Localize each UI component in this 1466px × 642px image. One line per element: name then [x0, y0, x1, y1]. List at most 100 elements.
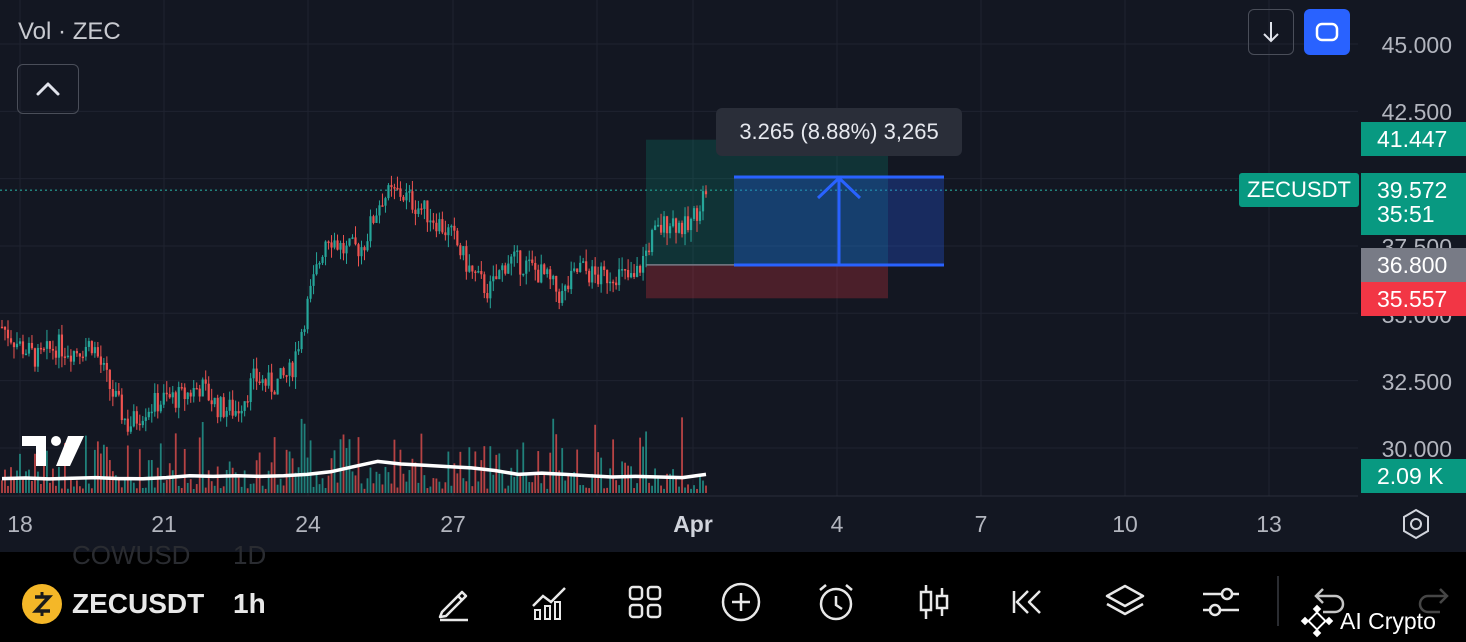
volume-bar [153, 487, 156, 493]
object-tree-button[interactable] [1101, 578, 1149, 626]
candle-down [444, 232, 447, 236]
volume-bar [135, 488, 138, 493]
volume-bar [588, 488, 591, 493]
position-profit-zone [646, 139, 888, 265]
volume-bar [222, 486, 225, 493]
volume-bar [408, 470, 411, 493]
volume-bar [204, 487, 207, 493]
candle-down [21, 341, 25, 355]
candle-down [638, 265, 642, 273]
candle-up [240, 410, 243, 414]
volume-bar [645, 431, 647, 493]
volume-bar [570, 473, 573, 493]
candle-down [495, 276, 498, 280]
fullscreen-button[interactable] [1304, 9, 1350, 55]
volume-bar [423, 475, 426, 493]
volume-bar [198, 437, 201, 493]
candle-down [615, 282, 618, 286]
volume-bar [49, 482, 51, 493]
candle-down [96, 347, 99, 357]
volume-bar [360, 483, 363, 493]
volume-bar [462, 478, 465, 493]
replay-button[interactable] [1005, 578, 1053, 626]
volume-bar [195, 484, 198, 493]
volume-bar [528, 482, 531, 493]
undo-icon [1314, 588, 1345, 614]
interval-selector[interactable]: 1h [233, 588, 266, 619]
volume-bar [165, 480, 168, 493]
volume-bar [510, 467, 513, 493]
candle-up [492, 276, 495, 282]
volume-bar [504, 488, 507, 493]
candle-down [402, 196, 405, 201]
volume-bar [261, 485, 264, 493]
candle-up [318, 262, 321, 265]
candle-up [351, 237, 354, 239]
chart-type-button[interactable] [910, 578, 958, 626]
price-chart[interactable] [0, 0, 1466, 552]
chart-settings-button[interactable] [1400, 508, 1432, 540]
collapse-legend-button[interactable] [17, 64, 79, 114]
volume-bar [342, 434, 345, 493]
volume-bar [132, 482, 135, 493]
volume-bar [477, 481, 480, 493]
previous-symbol-ghost: COWUSD [72, 540, 191, 570]
add-button[interactable] [717, 578, 765, 626]
volume-bar [4, 469, 6, 493]
candle-down [453, 225, 456, 231]
hexagon-settings-icon [1403, 508, 1429, 540]
candle-up [579, 262, 582, 272]
chart-properties-button[interactable] [1197, 578, 1245, 626]
candle-up [671, 218, 675, 227]
volume-bar [93, 449, 96, 493]
redo-button[interactable] [1410, 576, 1458, 624]
candle-down [174, 392, 177, 408]
candle-up [447, 227, 450, 236]
layouts-button[interactable] [621, 578, 669, 626]
scroll-to-latest-button[interactable] [1248, 9, 1294, 55]
candle-up [650, 229, 654, 253]
volume-bar [693, 485, 695, 493]
candle-down [216, 397, 219, 418]
indicators-button[interactable] [525, 578, 573, 626]
volume-bar [426, 488, 429, 493]
candle-down [207, 383, 210, 401]
volume-bar [606, 487, 609, 493]
candle-down [12, 342, 16, 348]
candle-up [315, 264, 318, 275]
price-label: 45.000 [1381, 32, 1452, 58]
draw-tool-button[interactable] [430, 578, 478, 626]
volume-ma-line [1, 459, 707, 481]
candle-down [704, 191, 708, 195]
time-label: 10 [1112, 511, 1138, 537]
indicators-icon [532, 587, 566, 620]
volume-bar [258, 452, 261, 493]
candle-up [348, 238, 351, 246]
volume-bar [393, 439, 396, 493]
volume-bar [246, 488, 249, 493]
candle-up [630, 273, 633, 278]
candle-down [680, 222, 684, 235]
candle-up [102, 362, 105, 365]
volume-bar [84, 435, 87, 493]
candle-down [465, 246, 468, 272]
volume-bar [90, 488, 93, 493]
undo-button[interactable] [1305, 576, 1353, 624]
candle-down [270, 372, 273, 392]
symbol-selector[interactable]: ZECUSDT [72, 588, 205, 619]
chart-grid [0, 0, 1358, 497]
candle-up [144, 417, 147, 421]
volume-bar [375, 471, 378, 493]
price-label: 30.000 [1381, 436, 1452, 462]
candle-down [30, 342, 34, 349]
candle-up [641, 255, 645, 273]
candle-down [396, 187, 399, 190]
candle-down [504, 265, 507, 274]
volume-bar [321, 478, 324, 493]
volume-bar [192, 488, 195, 493]
volume-badge: 2.09 K [1361, 459, 1466, 493]
volume-bar [273, 437, 276, 493]
volume-bar [55, 485, 57, 493]
volume-bar [567, 474, 570, 493]
alert-button[interactable] [812, 578, 860, 626]
